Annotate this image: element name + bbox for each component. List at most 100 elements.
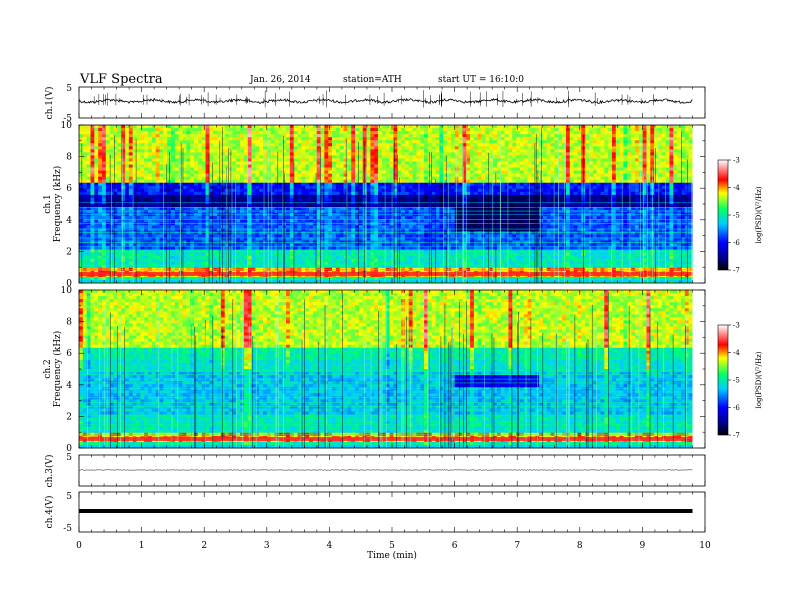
spectrogram-cell [240,231,245,235]
spectrogram-cell [427,167,433,171]
spectrogram-cell [86,125,91,129]
spectrogram-cell [339,128,344,132]
spectrogram-cell [424,179,429,184]
spectrogram-cell [424,228,429,232]
spectrogram-cell [86,197,91,202]
spectrogram-cell [140,191,145,196]
spectrogram-cell [274,182,279,187]
spectrogram-cell [102,143,107,147]
spectrogram-cell [132,255,137,259]
spectrogram-cell [316,231,321,235]
spectrogram-cell [82,131,87,135]
spectrogram-cell [412,182,417,187]
spectrogram-cell [86,276,91,281]
spectrogram-cell [197,191,202,196]
spectrogram-cell [255,161,260,165]
spectrogram-cell [209,246,214,250]
spectrogram-cell [274,231,279,235]
spectrogram-cell [328,143,333,147]
spectrogram-cell [316,204,321,208]
spectrogram-cell [297,155,302,159]
spectrogram-cell [243,228,248,232]
spectrogram-cell [151,161,156,165]
spectrogram-cell [243,182,248,187]
spectrogram-cell [385,246,390,250]
spectrogram-cell [366,158,371,162]
spectrogram-cell [220,228,225,232]
spectrogram-cell [420,210,425,214]
spectrogram-cell [412,146,417,150]
spectrogram-cell [167,246,172,250]
spectrogram-cell [171,213,176,217]
spectrogram-cell [82,176,87,180]
spectrogram-cell [324,170,329,174]
spectrogram-cell [82,149,87,153]
spectrogram-cell [209,234,214,238]
spectrogram-cell [151,194,156,199]
spectrogram-cell [167,234,172,238]
spectrogram-cell [105,134,110,138]
spectrogram-cell [416,191,421,196]
spectrogram-cell [178,134,183,138]
spectrogram-cell [335,185,341,190]
spectrogram-cell [378,231,383,235]
spectrogram-cell [182,197,187,202]
spectrogram-cell [385,243,390,247]
spectrogram-cell [251,188,256,193]
spectrogram-cell [335,194,341,199]
spectrogram-cell [420,155,425,159]
spectrogram-cell [297,131,302,135]
spectrogram-cell [301,234,306,238]
spectrogram-cell [113,131,118,135]
spectrogram-cell [286,210,291,214]
spectrogram-cell [286,197,291,202]
spectrogram-cell [282,158,287,162]
spectrogram-cell [293,207,298,211]
spectrogram-cell [105,137,110,141]
spectrogram-cell [259,185,264,190]
spectrogram-cell [148,252,153,256]
spectrogram-cell [94,264,99,269]
spectrogram-cell [186,243,191,247]
spectrogram-cell [240,264,245,269]
spectrogram-cell [274,143,279,147]
spectrogram-cell [121,134,126,138]
spectrogram-cell [148,128,153,132]
spectrogram-cell [190,140,195,144]
spectrogram-cell [362,155,367,159]
spectrogram-cell [431,176,436,180]
spectrogram-cell [171,246,176,250]
spectrogram-cell [324,152,329,156]
spectrogram-cell [232,188,237,193]
spectrogram-cell [408,213,413,217]
spectrogram-cell [389,249,394,253]
spectrogram-cell [351,128,356,132]
spectrogram-cell [416,188,421,193]
spectrogram-cell [125,188,130,193]
spectrogram-cell [427,152,433,156]
spectrogram-cell [98,219,103,223]
spectrogram-cell [232,170,237,174]
spectrogram-cell [320,197,325,202]
spectrogram-cell [312,258,318,263]
spectrogram-cell [270,243,275,247]
spectrogram-cell [243,191,248,196]
spectrogram-cell [247,213,252,217]
spectrogram-cell [297,182,302,187]
spectrogram-cell [320,131,325,135]
spectrogram-cell [182,213,187,217]
spectrogram-cell [412,176,417,180]
spectrogram-cell [362,194,367,199]
spectrogram-cell [339,246,344,250]
spectrogram-cell [167,143,172,147]
spectrogram-cell [82,255,87,259]
spectrogram-cell [171,134,176,138]
spectrogram-cell [117,149,122,153]
spectrogram-cell [332,240,337,244]
spectrogram-cell [389,216,394,220]
spectrogram-cell [355,143,360,147]
spectrogram-cell [351,134,356,138]
spectrogram-cell [201,161,206,165]
spectrogram-cell [420,231,425,235]
spectrogram-cell [117,125,122,129]
